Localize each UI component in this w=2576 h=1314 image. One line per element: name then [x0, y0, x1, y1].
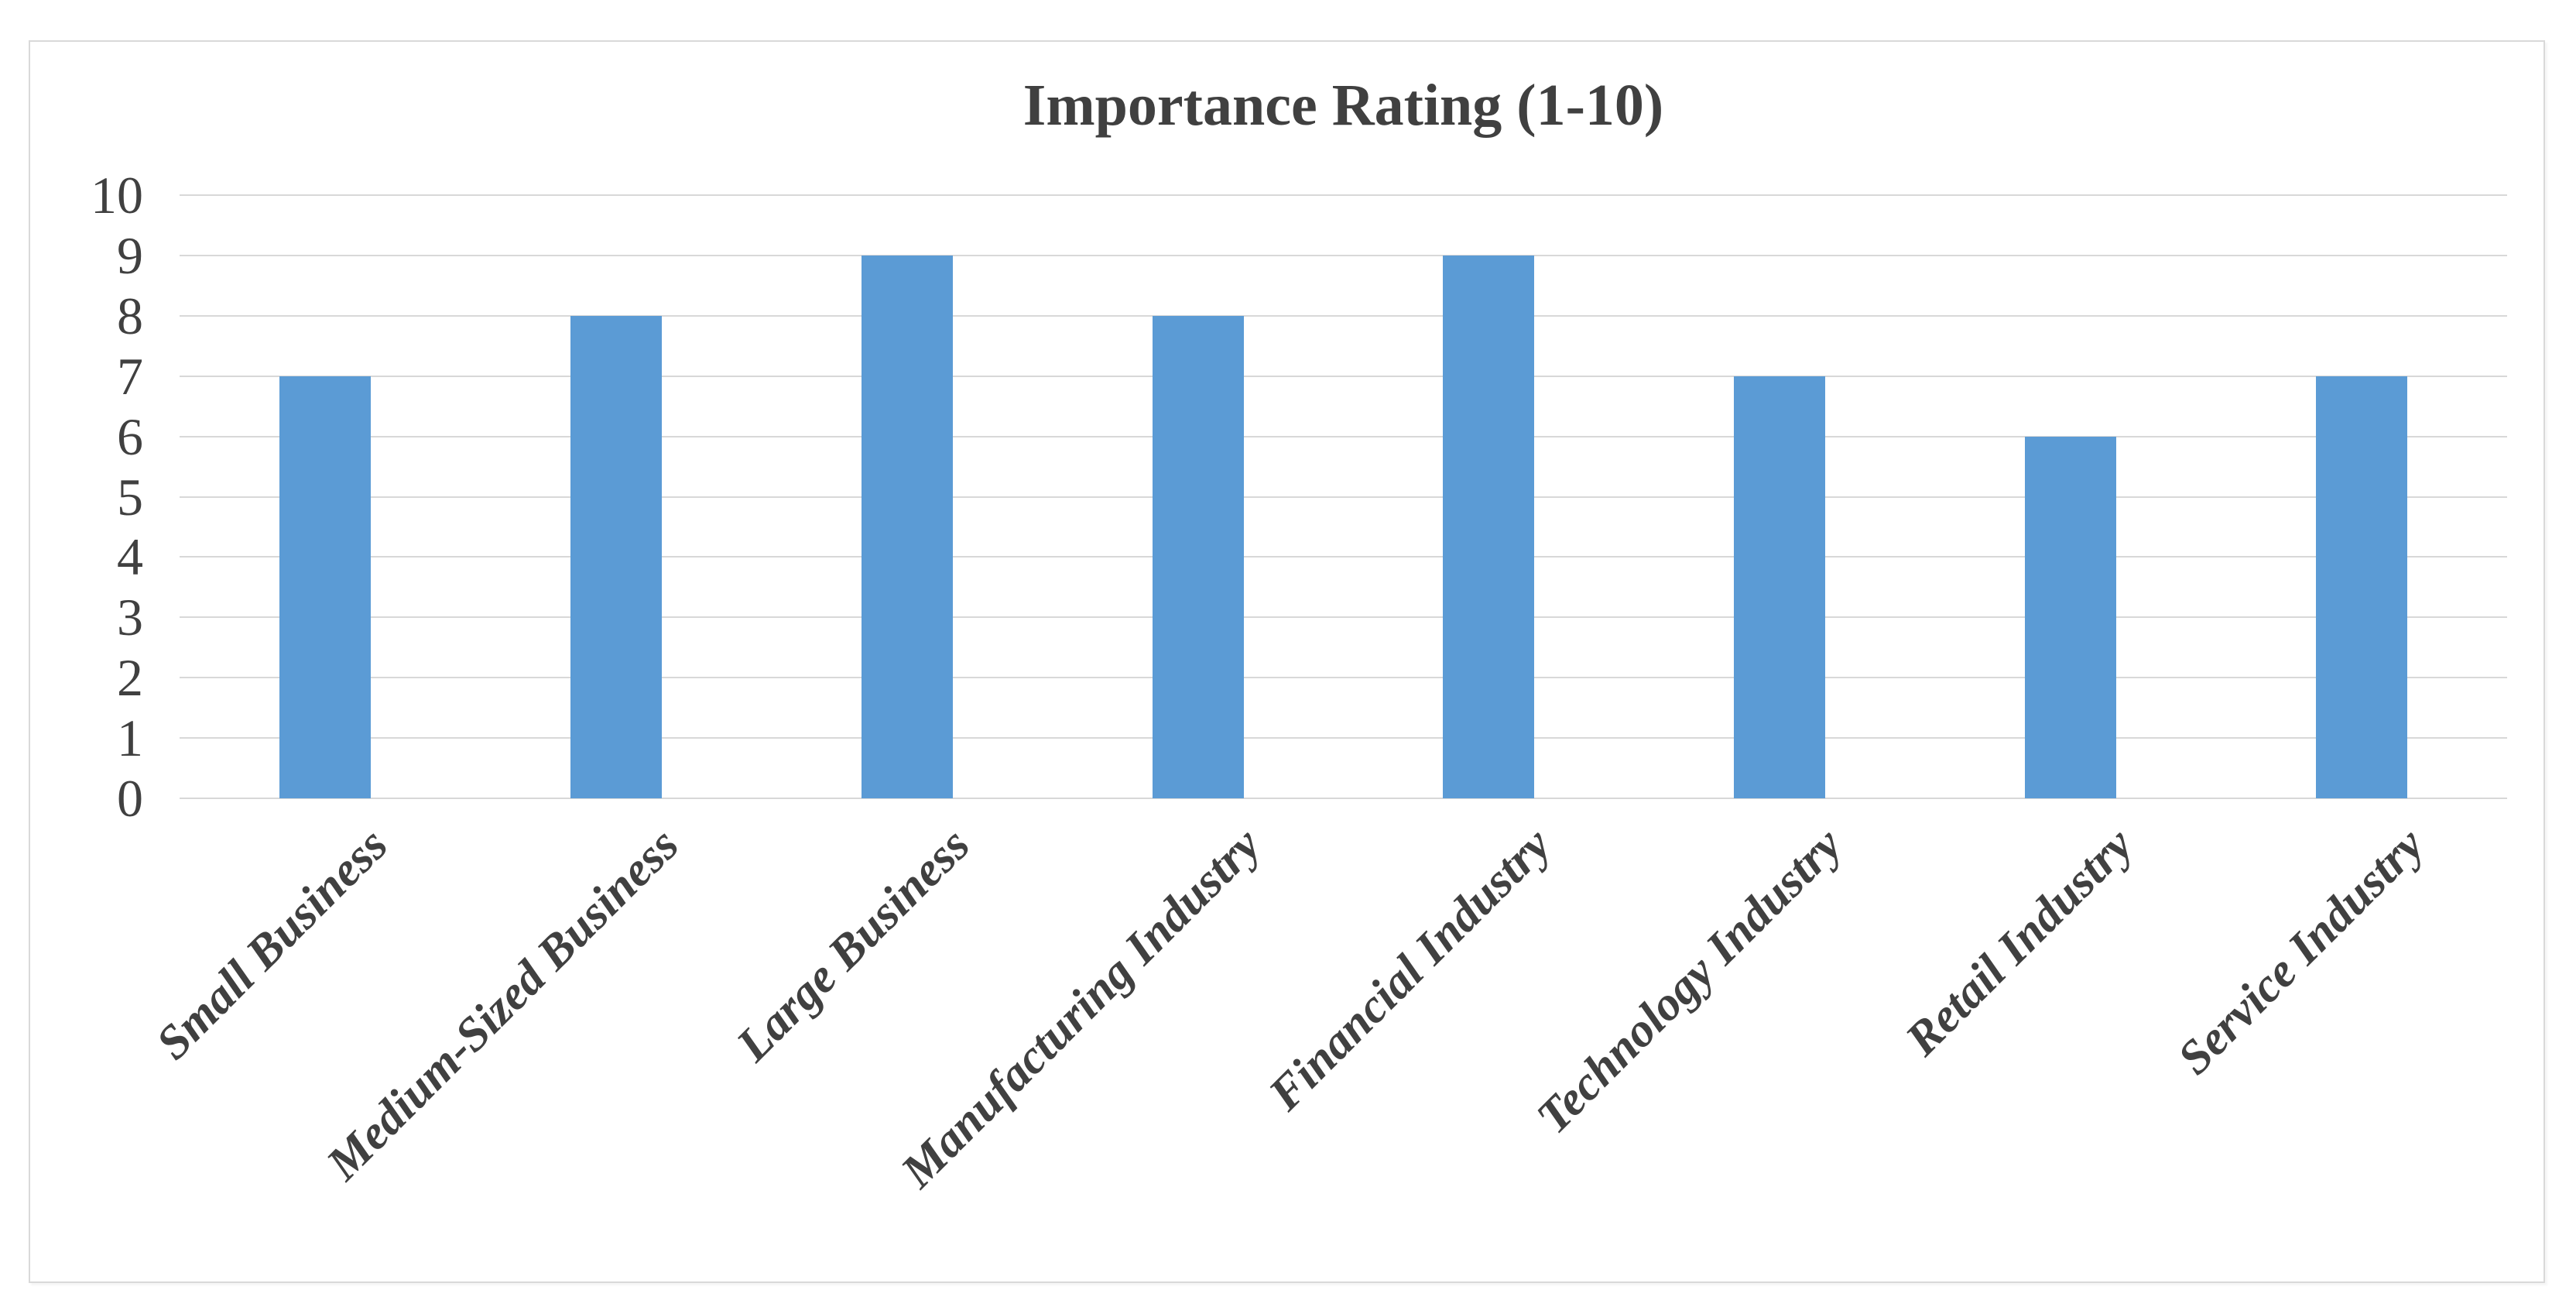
- bar-medium-sized-business: [570, 315, 662, 798]
- bar-manufacturing-industry: [1152, 315, 1244, 798]
- x-category-label: Financial Industry: [1259, 818, 1562, 1121]
- chart-title: Importance Rating (1-10): [1023, 73, 1664, 138]
- chart-frame: Importance Rating (1-10) 0 1 2 3 4 5 6 7 8 9 10 Sm…: [29, 40, 2545, 1283]
- y-axis-tick-labels: 0 1 2 3 4 5 6 7 8 9 10: [30, 42, 143, 1281]
- x-category-label: Technology Industry: [1526, 818, 1853, 1144]
- gridline: [180, 314, 2507, 317]
- y-tick-label: 6: [117, 407, 143, 466]
- gridline: [180, 798, 2507, 799]
- y-tick-label: 8: [117, 286, 143, 345]
- y-tick-label: 0: [117, 769, 143, 828]
- y-tick-label: 4: [117, 527, 143, 587]
- bar-service-industry: [2316, 376, 2408, 798]
- x-category-label: Manufacturing Industry: [891, 818, 1271, 1199]
- gridline: [180, 677, 2507, 679]
- gridline: [180, 616, 2507, 619]
- gridline: [180, 556, 2507, 558]
- gridline: [180, 375, 2507, 377]
- x-category-label: Medium-Sized Business: [317, 818, 689, 1191]
- bar-large-business: [861, 255, 953, 798]
- y-tick-label: 5: [117, 467, 143, 527]
- gridline: [180, 496, 2507, 498]
- y-tick-label: 7: [117, 346, 143, 406]
- gridline: [180, 737, 2507, 739]
- y-tick-label: 2: [117, 648, 143, 708]
- y-tick-label: 10: [91, 166, 143, 225]
- x-category-label: Retail Industry: [1896, 818, 2143, 1066]
- y-tick-label: 1: [117, 708, 143, 768]
- gridline: [180, 194, 2507, 196]
- plot-area: [180, 194, 2507, 799]
- bar-technology-industry: [1734, 376, 1826, 798]
- gridline: [180, 435, 2507, 437]
- x-category-label: Large Business: [726, 818, 980, 1072]
- bar-retail-industry: [2025, 436, 2117, 798]
- bar-small-business: [279, 376, 371, 798]
- gridline: [180, 254, 2507, 256]
- y-tick-label: 9: [117, 225, 143, 285]
- y-tick-label: 3: [117, 588, 143, 647]
- x-category-label: Service Industry: [2167, 818, 2434, 1085]
- bar-financial-industry: [1443, 255, 1535, 798]
- x-category-label: Small Business: [146, 818, 398, 1070]
